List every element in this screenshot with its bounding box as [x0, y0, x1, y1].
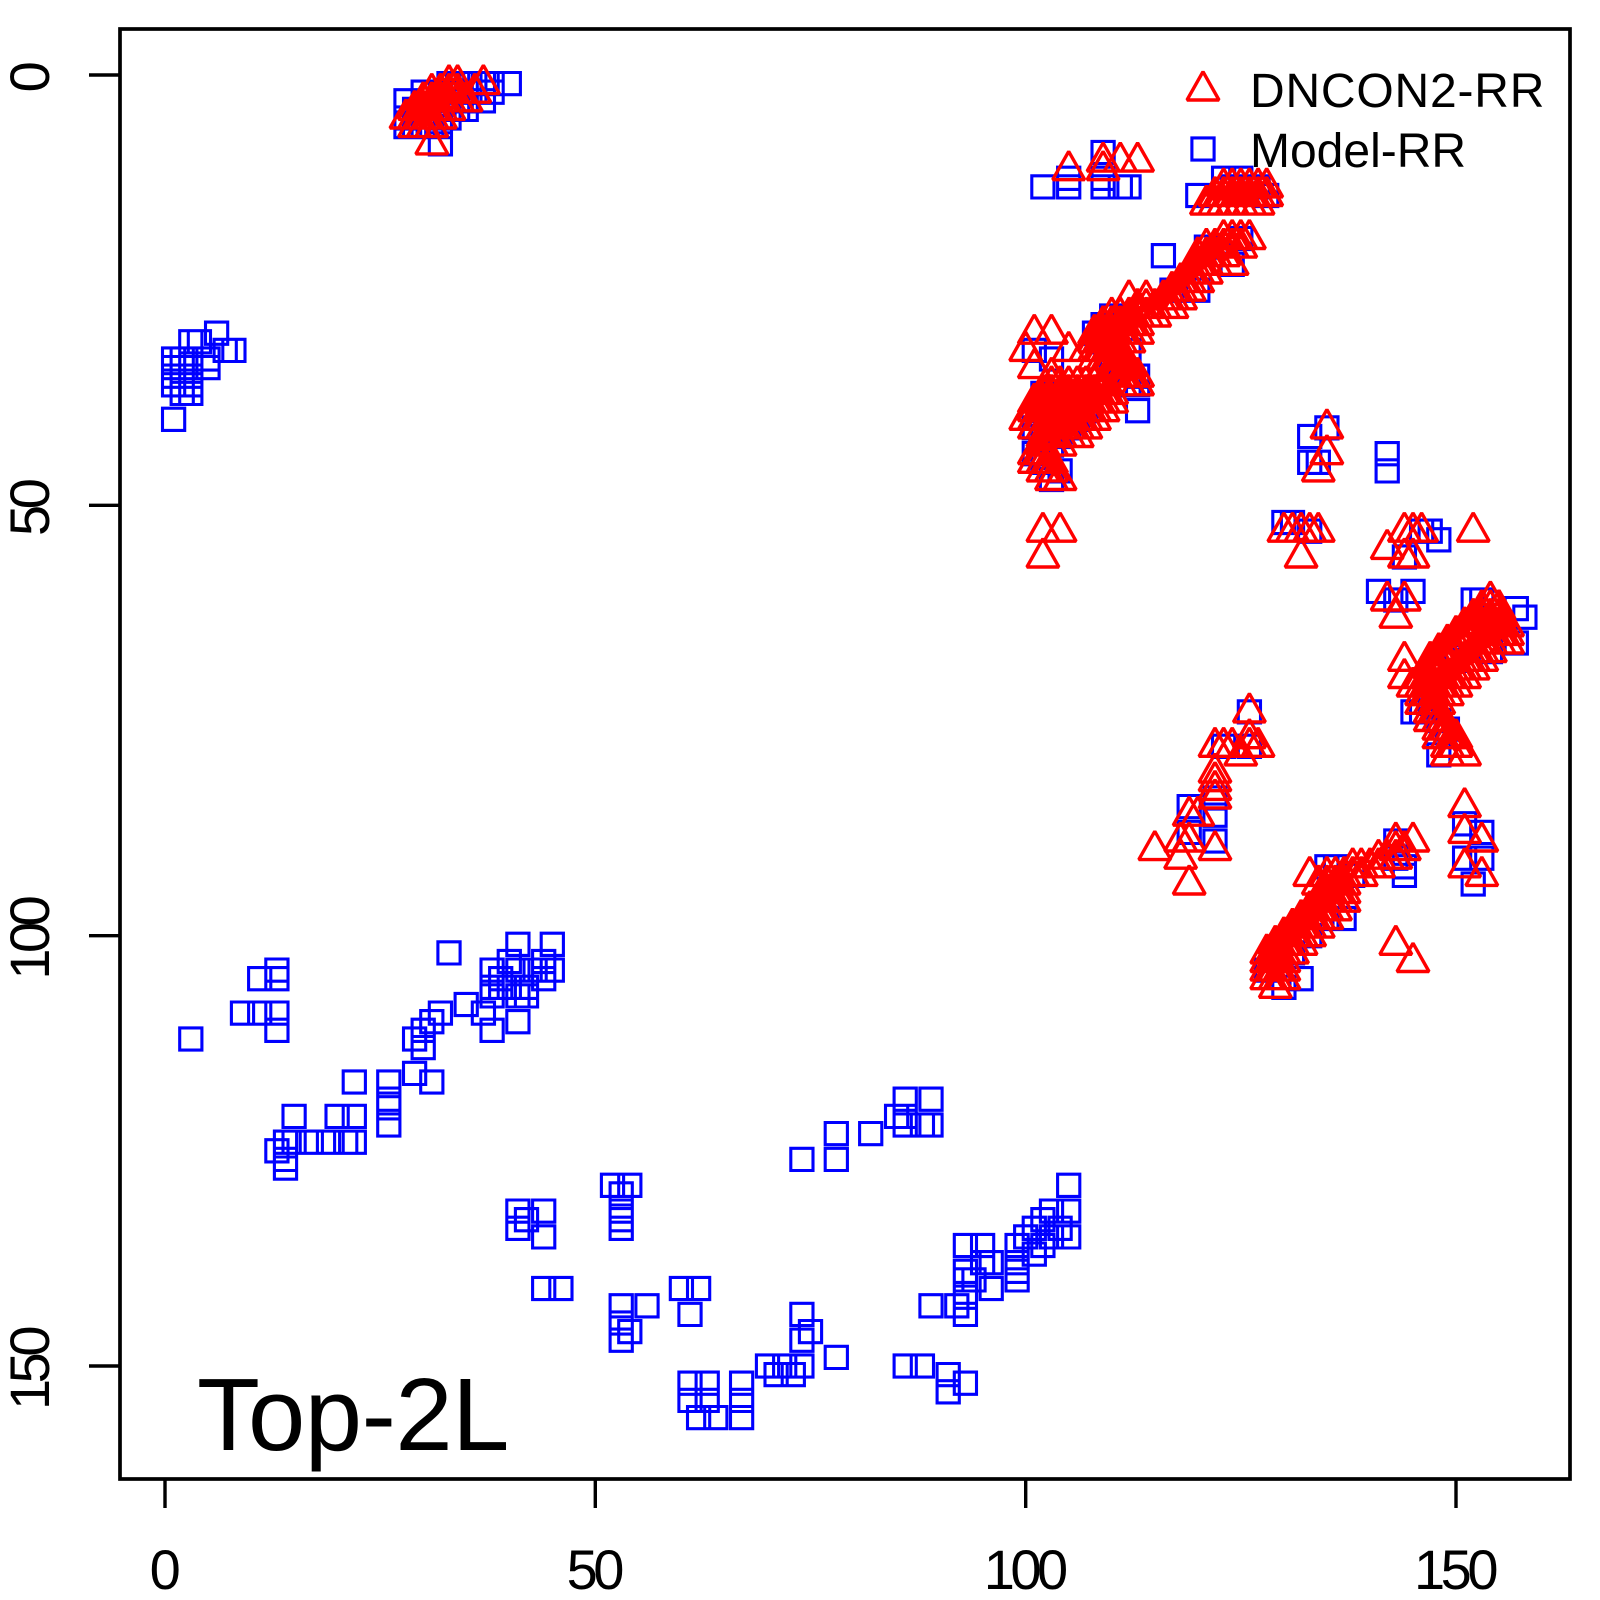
svg-text:50: 50: [0, 480, 61, 536]
svg-text:100: 100: [984, 1538, 1066, 1600]
svg-text:Top-2L: Top-2L: [197, 1357, 509, 1472]
svg-text:0: 0: [0, 63, 61, 92]
svg-text:150: 150: [1414, 1538, 1496, 1600]
svg-text:DNCON2-RR: DNCON2-RR: [1250, 65, 1545, 118]
svg-text:0: 0: [150, 1538, 179, 1600]
svg-text:50: 50: [567, 1538, 623, 1600]
svg-text:150: 150: [0, 1328, 61, 1410]
svg-text:100: 100: [0, 897, 61, 979]
svg-text:Model-RR: Model-RR: [1250, 125, 1466, 178]
